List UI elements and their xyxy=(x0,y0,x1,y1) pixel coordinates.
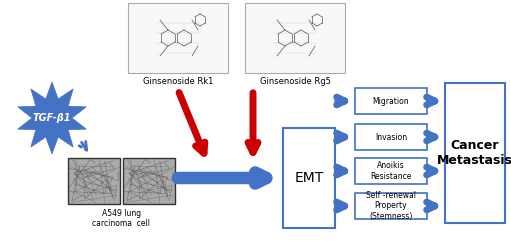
Bar xyxy=(355,193,427,219)
Bar xyxy=(445,83,505,223)
Text: Self -renewal
Property
(Stemness): Self -renewal Property (Stemness) xyxy=(366,191,416,221)
Text: Cancer
Metastasis: Cancer Metastasis xyxy=(437,139,511,167)
Text: Invasion: Invasion xyxy=(375,133,407,141)
Text: Anoikis
Resistance: Anoikis Resistance xyxy=(370,161,412,181)
Text: Migration: Migration xyxy=(373,96,409,106)
Text: TGF-β1: TGF-β1 xyxy=(33,113,71,123)
Bar xyxy=(355,124,427,150)
Text: Ginsenoside Rg5: Ginsenoside Rg5 xyxy=(260,77,331,86)
Polygon shape xyxy=(18,82,86,154)
Bar xyxy=(128,3,228,73)
Bar xyxy=(283,128,335,228)
Text: A549 lung
carcinoma  cell: A549 lung carcinoma cell xyxy=(92,209,151,228)
Bar xyxy=(123,158,175,204)
Bar xyxy=(355,88,427,114)
Bar xyxy=(245,3,345,73)
Text: EMT: EMT xyxy=(294,171,323,185)
Bar xyxy=(355,158,427,184)
Bar xyxy=(68,158,120,204)
Text: Ginsenoside Rk1: Ginsenoside Rk1 xyxy=(143,77,213,86)
